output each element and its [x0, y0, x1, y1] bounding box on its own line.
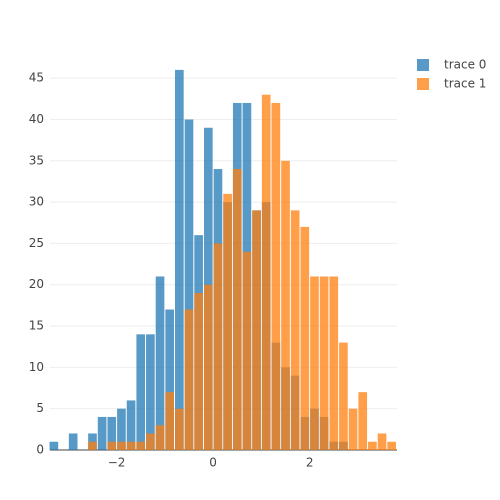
bar [290, 210, 300, 450]
bar [348, 408, 358, 450]
bar [155, 425, 165, 450]
bar [136, 441, 146, 450]
bar [261, 94, 271, 450]
bar [97, 416, 107, 450]
x-tick-label: −2 [108, 456, 126, 470]
y-tick-label: 10 [29, 360, 44, 374]
bar [165, 309, 175, 450]
bar [146, 334, 155, 450]
bar [213, 243, 223, 450]
bar [194, 293, 203, 450]
bar [68, 433, 78, 450]
x-tick-label: 0 [209, 456, 217, 470]
bar [165, 392, 175, 450]
y-tick-label: 20 [29, 277, 44, 291]
bar [155, 276, 165, 450]
bar [107, 416, 117, 450]
bar [310, 276, 319, 450]
bar [319, 276, 329, 450]
bar [88, 441, 97, 450]
bar [358, 392, 368, 450]
bar [368, 441, 377, 450]
y-tick-label: 0 [36, 443, 44, 457]
y-tick-label: 35 [29, 153, 44, 167]
bar [117, 408, 126, 450]
y-tick-label: 45 [29, 71, 44, 85]
bar [107, 441, 117, 450]
bar [117, 441, 126, 450]
legend-label: trace 0 [444, 58, 486, 72]
y-tick-label: 25 [29, 236, 44, 250]
y-tick-label: 30 [29, 195, 44, 209]
bar [184, 119, 194, 451]
bar [300, 226, 310, 450]
y-tick-label: 40 [29, 112, 44, 126]
legend-label: trace 1 [444, 77, 486, 91]
bar [329, 276, 339, 450]
bar [146, 433, 155, 450]
bar [184, 309, 194, 450]
bar [126, 441, 136, 450]
y-tick-label: 15 [29, 319, 44, 333]
bar [49, 441, 59, 450]
bar [223, 193, 232, 450]
y-tick-label: 5 [36, 401, 44, 415]
bar [271, 102, 281, 451]
bar [387, 441, 397, 450]
bar [339, 342, 348, 450]
bar [377, 433, 387, 450]
legend-swatch [417, 78, 429, 90]
bar [175, 408, 184, 450]
x-tick-label: 2 [306, 456, 314, 470]
bar [136, 334, 146, 450]
legend-swatch [417, 59, 429, 71]
bar [126, 400, 136, 450]
bar [242, 251, 252, 450]
bar [232, 169, 242, 450]
bar [175, 69, 184, 450]
bar [203, 284, 213, 450]
bar [281, 160, 290, 450]
bar [252, 210, 261, 450]
